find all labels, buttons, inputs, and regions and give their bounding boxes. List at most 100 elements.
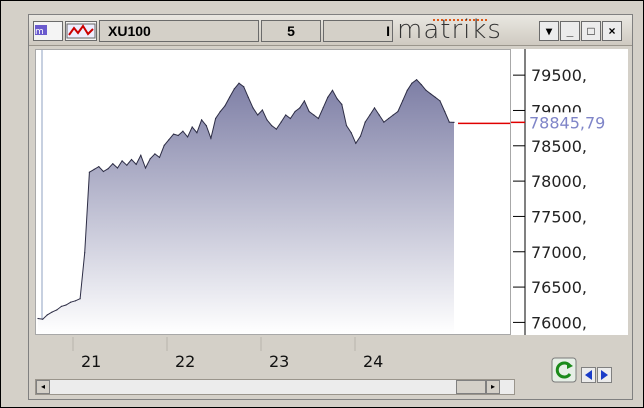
next-button[interactable] [597,367,612,383]
price-point [271,125,273,127]
y-tick-label: 77000, [531,243,587,262]
price-point [107,168,109,170]
scroll-right-icon[interactable]: ▸ [486,380,500,394]
price-point [430,93,432,95]
price-point [317,117,319,120]
y-tick-label: 79500, [531,66,587,85]
price-point [135,163,137,165]
arrow-right-icon [601,370,608,380]
price-point [350,132,352,134]
close-button[interactable]: × [602,21,622,41]
arrow-left-icon [585,370,592,380]
scroll-left-icon[interactable]: ◂ [36,380,50,394]
price-point [392,114,394,116]
price-point [345,125,348,127]
scroll-thumb[interactable] [456,380,486,394]
maximize-button[interactable]: □ [581,21,601,41]
price-point [79,298,81,300]
price-point [388,117,390,120]
price-point [210,137,212,139]
prev-button[interactable] [581,367,596,383]
period-field[interactable]: 5 [261,20,321,42]
refresh-button[interactable] [551,357,577,383]
price-point [289,117,291,120]
price-point [177,134,179,137]
time-axis-panel: 21 22 23 24 ◂ ▸ [29,337,632,399]
horizontal-scrollbar[interactable]: ◂ ▸ [35,379,515,395]
price-axis-svg: 79500,79000,78500,78000,77500,77000,7650… [511,49,622,335]
minimize-button[interactable]: _ [560,21,580,41]
price-point [121,160,123,162]
price-point [60,305,62,307]
price-point [219,110,221,113]
matriks-logo-icon[interactable]: m [33,21,63,41]
chart-type-icon[interactable] [65,21,97,41]
extra-field[interactable]: I [323,20,393,42]
y-tick-label: 77500, [531,207,587,226]
price-point [331,89,334,91]
price-point [140,154,142,156]
svg-text:m: m [35,27,44,37]
x-tick-label: 21 [81,352,101,371]
price-point [163,144,165,146]
price-point [102,170,104,173]
price-chart[interactable] [35,49,511,335]
price-point [327,96,329,98]
brand-logo: matriks [397,15,502,45]
price-point [149,158,151,160]
price-point [322,107,324,109]
price-point [299,107,301,109]
price-point [383,121,385,123]
price-area [38,79,454,334]
price-point [261,109,263,111]
price-point [65,304,67,306]
price-point [116,167,119,169]
price-point [126,164,128,166]
chart-window: m XU100 5 I matriks ▾ _ □ × [28,14,633,400]
price-point [308,110,310,113]
y-tick-label: 78000, [531,172,587,191]
y-tick-label: 76000, [531,313,587,332]
dropdown-button[interactable]: ▾ [539,21,559,41]
y-tick-label: 78500, [531,137,587,156]
x-tick-label: 24 [363,352,383,371]
price-point [98,166,100,168]
price-point [402,100,404,102]
price-point [42,318,44,320]
price-chart-svg [37,50,510,334]
price-point [303,100,305,102]
price-point [187,136,189,138]
price-point [285,114,287,116]
refresh-icon [551,357,577,383]
symbol-value: XU100 [108,23,151,39]
price-point [215,117,217,120]
price-point [266,119,268,121]
price-point [444,110,446,113]
price-point [369,114,371,116]
period-value: 5 [287,23,295,39]
price-point [224,105,226,107]
price-point [406,89,408,91]
price-point [247,96,249,98]
price-point [453,121,455,123]
price-point [196,132,198,134]
price-point [144,167,147,169]
price-point [205,125,207,127]
price-point [434,96,436,98]
price-point [313,114,315,116]
price-point [238,82,240,84]
price-point [93,168,95,170]
price-point [252,107,254,109]
price-point [275,128,277,130]
current-price-label-bg [526,112,622,133]
price-point [411,82,413,84]
price-point [168,139,170,141]
price-axis: 79500, 79000, 78500, 78000, 77500, 77000, 7650… [511,49,628,335]
price-point [294,110,296,113]
price-point [88,171,90,173]
price-point [280,121,282,123]
time-axis-svg: 21 22 23 24 [72,337,383,371]
symbol-field[interactable]: XU100 [99,20,259,42]
price-point [336,98,338,100]
price-point [74,300,76,302]
